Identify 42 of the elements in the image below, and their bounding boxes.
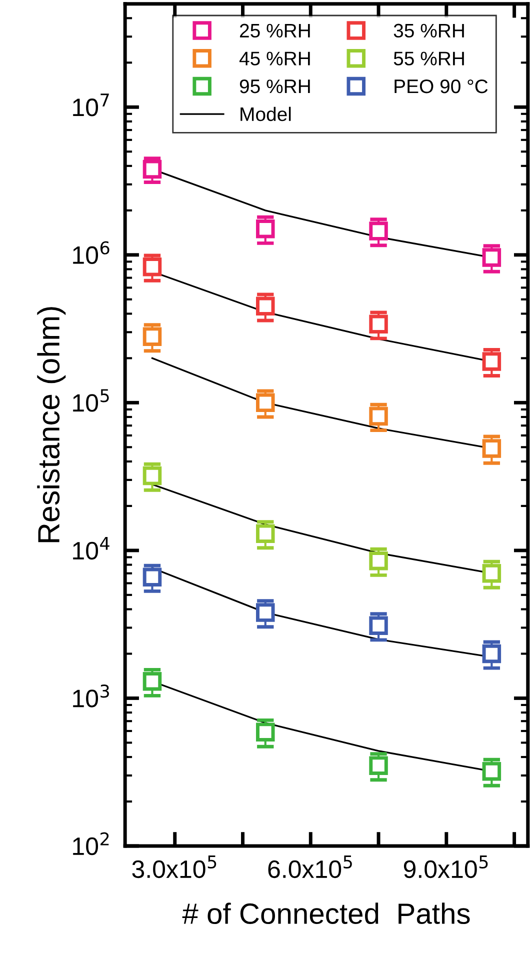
point [482, 564, 502, 583]
legend-label: 25 %RH [240, 24, 310, 38]
y-tick-label: 10$^{2}$ [73, 832, 109, 856]
legend-label: PEO 90 °C [394, 79, 488, 94]
point [142, 257, 162, 276]
point [482, 762, 502, 781]
y-tick-label: 10$^{5}$ [73, 389, 109, 412]
point [256, 524, 275, 543]
point [256, 296, 275, 316]
y-tick-label: 10$^{6}$ [73, 241, 110, 264]
point [142, 672, 162, 691]
y-tick-label: 10$^{4}$ [73, 537, 110, 560]
y-tick-label: 10$^{7}$ [73, 94, 109, 116]
point [482, 644, 502, 664]
y-axis-title: Resistance (ohm) [37, 307, 66, 542]
point [369, 756, 388, 775]
legend-label: 45 %RH [239, 52, 310, 66]
point [256, 393, 275, 412]
point [369, 314, 388, 334]
point [369, 222, 388, 240]
legend-label: Model [240, 106, 291, 122]
x-tick-label: 3.0x10$^{5}$ [132, 855, 216, 878]
point [142, 466, 162, 486]
point [482, 439, 502, 458]
y-tick-label: 10$^{3}$ [73, 684, 109, 708]
point [482, 352, 502, 371]
point [142, 160, 162, 179]
point [369, 551, 388, 570]
point [369, 406, 388, 426]
point [256, 219, 275, 238]
point [256, 603, 275, 622]
legend-label: 35 %RH [394, 24, 464, 38]
legend-label: 55 %RH [394, 52, 464, 66]
point [142, 568, 162, 586]
point [369, 616, 388, 635]
point [482, 248, 502, 267]
x-tick-label: 6.0x10$^{5}$ [268, 855, 352, 878]
x-axis-title: # of Connected Paths [182, 902, 470, 924]
legend-label: 95 %RH [240, 79, 310, 94]
point [142, 327, 162, 346]
point [256, 722, 275, 742]
x-tick-label: 9.0x10$^{5}$ [404, 855, 488, 878]
